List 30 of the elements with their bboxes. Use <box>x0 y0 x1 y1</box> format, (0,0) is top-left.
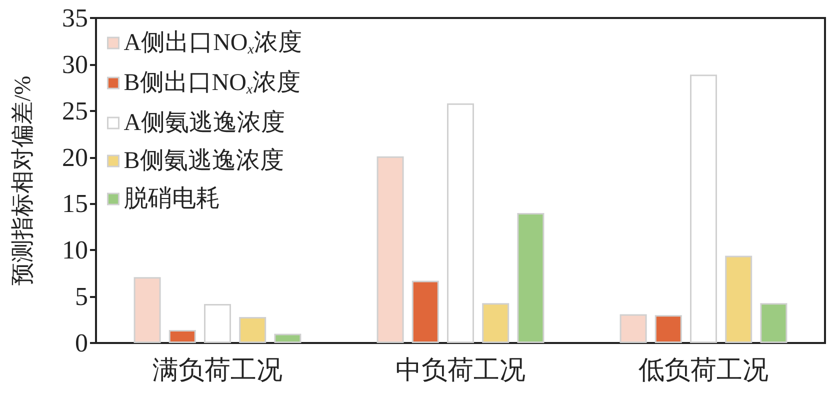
bar <box>654 315 682 343</box>
legend-label: B侧氨逃逸浓度 <box>124 147 284 174</box>
bar <box>376 156 404 343</box>
x-tick-label: 中负荷工况 <box>396 356 526 384</box>
y-tick-label: 5 <box>75 282 88 312</box>
bar <box>690 74 717 343</box>
y-tick-label: 20 <box>62 142 88 172</box>
y-tick-label: 10 <box>62 236 88 265</box>
bar <box>412 280 439 343</box>
y-axis-title: 预测指标相对偏差/% <box>10 76 35 286</box>
legend-label: 脱硝电耗 <box>124 186 220 212</box>
bar <box>274 334 302 343</box>
y-tick-label: 15 <box>62 189 88 218</box>
bar <box>760 303 788 343</box>
bar <box>620 314 647 343</box>
bar <box>204 304 231 343</box>
bar <box>134 277 161 343</box>
bar <box>482 303 510 343</box>
y-tick-label: 25 <box>62 96 88 126</box>
x-tick-label: 满负荷工况 <box>152 356 282 384</box>
y-tick-label: 35 <box>62 4 88 32</box>
bar <box>447 103 474 343</box>
bar <box>725 256 752 343</box>
bar <box>517 213 544 343</box>
bar <box>168 330 196 343</box>
y-tick-label: 0 <box>75 328 88 358</box>
x-tick-label: 低负荷工况 <box>638 356 768 384</box>
y-tick-label: 30 <box>62 50 88 79</box>
bar <box>239 317 266 343</box>
legend-label: A侧氨逃逸浓度 <box>124 109 286 136</box>
